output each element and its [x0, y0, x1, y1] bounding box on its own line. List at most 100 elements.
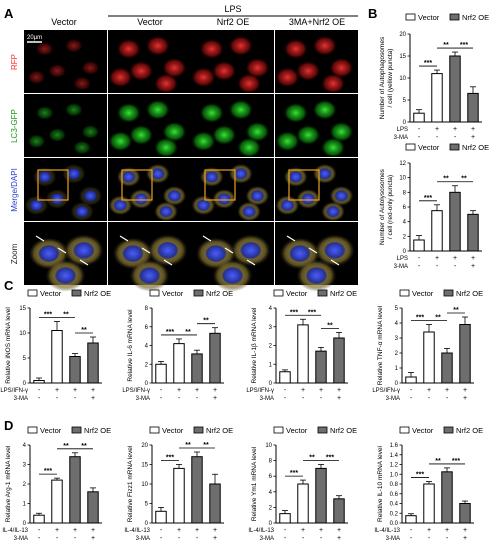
y-tick-label: 4	[145, 344, 149, 350]
legend-swatch-vector	[149, 426, 160, 434]
legend-label-nrf2: Nrf2 OE	[206, 426, 233, 435]
legend-swatch-vector	[405, 13, 416, 21]
micrograph-merge-4	[275, 158, 358, 222]
treatment-label: LPS	[397, 127, 408, 133]
treatment-mark: -	[320, 395, 323, 402]
legend-swatch-nrf2	[317, 289, 328, 297]
treatment-mark: +	[213, 527, 217, 534]
legend-label-vector: Vector	[162, 426, 184, 435]
treatment-mark: -	[428, 535, 431, 542]
y-tick-label: 0.6	[390, 492, 399, 498]
bar	[423, 331, 435, 384]
bar	[173, 467, 185, 524]
legend-label-vector: Vector	[40, 289, 62, 298]
bar	[467, 92, 479, 123]
y-tick-label: 1.0	[390, 472, 399, 478]
treatment-mark: +	[471, 263, 475, 270]
legend-swatch-vector	[149, 289, 160, 297]
treatment-mark: +	[471, 255, 475, 262]
significance-label: **	[327, 322, 333, 329]
significance-label: **	[185, 442, 191, 449]
significance-label: **	[63, 443, 69, 450]
treatment-mark: -	[410, 387, 413, 394]
significance-label: ***	[326, 455, 334, 462]
y-tick-label: 6	[145, 325, 149, 331]
significance-label: ***	[166, 329, 174, 336]
y-tick-label: 5	[395, 306, 399, 312]
bar	[333, 337, 345, 384]
panel-label-b: B	[368, 6, 377, 21]
y-tick-label: 15	[141, 463, 148, 469]
micrograph-rfp-3	[191, 30, 274, 94]
treatment-mark: -	[160, 387, 163, 394]
bar	[51, 330, 63, 384]
treatment-mark: -	[302, 395, 305, 402]
treatment-label: 3-MA	[14, 536, 28, 542]
bar	[413, 112, 425, 123]
micrograph-zoom-1	[24, 222, 107, 292]
y-tick-label: 10	[265, 443, 272, 449]
micrograph-zoom-4	[275, 222, 358, 292]
column-header-3ma-nrf2: 3MA+Nrf2 OE	[289, 17, 345, 27]
bar	[33, 514, 45, 524]
y-tick-label: 2	[145, 362, 149, 368]
treatment-mark: +	[445, 387, 449, 394]
significance-label: **	[461, 176, 467, 183]
bar	[423, 483, 435, 524]
treatment-mark: +	[337, 387, 341, 394]
treatment-mark: -	[178, 535, 181, 542]
y-tick-label: 0	[403, 120, 407, 126]
treatment-label: LPS/IFN-γ	[246, 388, 274, 394]
y-tick-label: 5	[145, 502, 149, 508]
y-tick-label: 4	[269, 306, 273, 312]
treatment-label: 3-MA	[136, 396, 150, 402]
chart-c4: Vector Nrf2 OE 0 1 2 3 4 5 Relative TNF-α mRNA l…	[372, 289, 483, 402]
y-tick-label: 2	[395, 351, 399, 357]
y-tick-label: 10	[19, 331, 26, 337]
y-tick-label: 10	[399, 176, 406, 182]
treatment-label: 3-MA	[394, 135, 408, 141]
y-tick-label: 2	[23, 482, 27, 488]
chart-d3: Vector Nrf2 OE 0 2 4 6 8 10 Relative Ym1 mRNA le…	[248, 426, 357, 542]
y-axis-label: Relative Ym1 mRNA level	[251, 446, 258, 521]
significance-label: ***	[416, 472, 424, 479]
legend-label-vector: Vector	[286, 289, 308, 298]
y-tick-label: 1	[23, 502, 27, 508]
panel-label-d: D	[4, 418, 13, 433]
treatment-label: 3-MA	[260, 396, 274, 402]
y-tick-label: 0	[395, 381, 399, 387]
treatment-label: 3-MA	[386, 396, 400, 402]
y-tick-label: 0	[269, 521, 273, 527]
treatment-mark: +	[177, 387, 181, 394]
column-header-vector-lps: Vector	[137, 17, 163, 27]
significance-label: **	[63, 312, 69, 319]
y-axis-label: Relative Fizz1 mRNA level	[127, 445, 134, 522]
treatment-label: IL-4/IL-13	[248, 528, 274, 534]
treatment-mark: +	[91, 395, 95, 402]
treatment-mark: +	[337, 535, 341, 542]
chart-b2: Vector Nrf2 OE 0 2 4 6 8 10 12 Number of Autolyso…	[379, 143, 489, 270]
legend-label-nrf2: Nrf2 OE	[456, 289, 483, 298]
treatment-mark: -	[284, 387, 287, 394]
y-tick-label: 0	[23, 381, 27, 387]
significance-label: **	[443, 42, 449, 49]
y-tick-label: 0.4	[390, 502, 399, 508]
y-tick-label: 2	[403, 234, 407, 240]
treatment-mark: +	[213, 535, 217, 542]
y-tick-label: 8	[269, 459, 273, 465]
bar	[87, 491, 99, 524]
y-tick-label: 20	[399, 32, 406, 38]
y-tick-label: 0	[145, 381, 149, 387]
y-tick-label: 12	[399, 161, 406, 167]
legend-label-nrf2: Nrf2 OE	[462, 13, 489, 22]
treatment-mark: +	[471, 134, 475, 141]
column-header-vector-control: Vector	[51, 17, 77, 27]
micrograph-lc3-1	[24, 94, 107, 157]
zoom-box	[288, 169, 320, 201]
significance-label: **	[453, 307, 459, 314]
significance-label: ***	[290, 309, 298, 316]
significance-label: ***	[44, 468, 52, 475]
significance-label: ***	[308, 309, 316, 316]
y-tick-label: 3	[269, 325, 273, 331]
y-tick-label: 0.0	[390, 521, 399, 527]
